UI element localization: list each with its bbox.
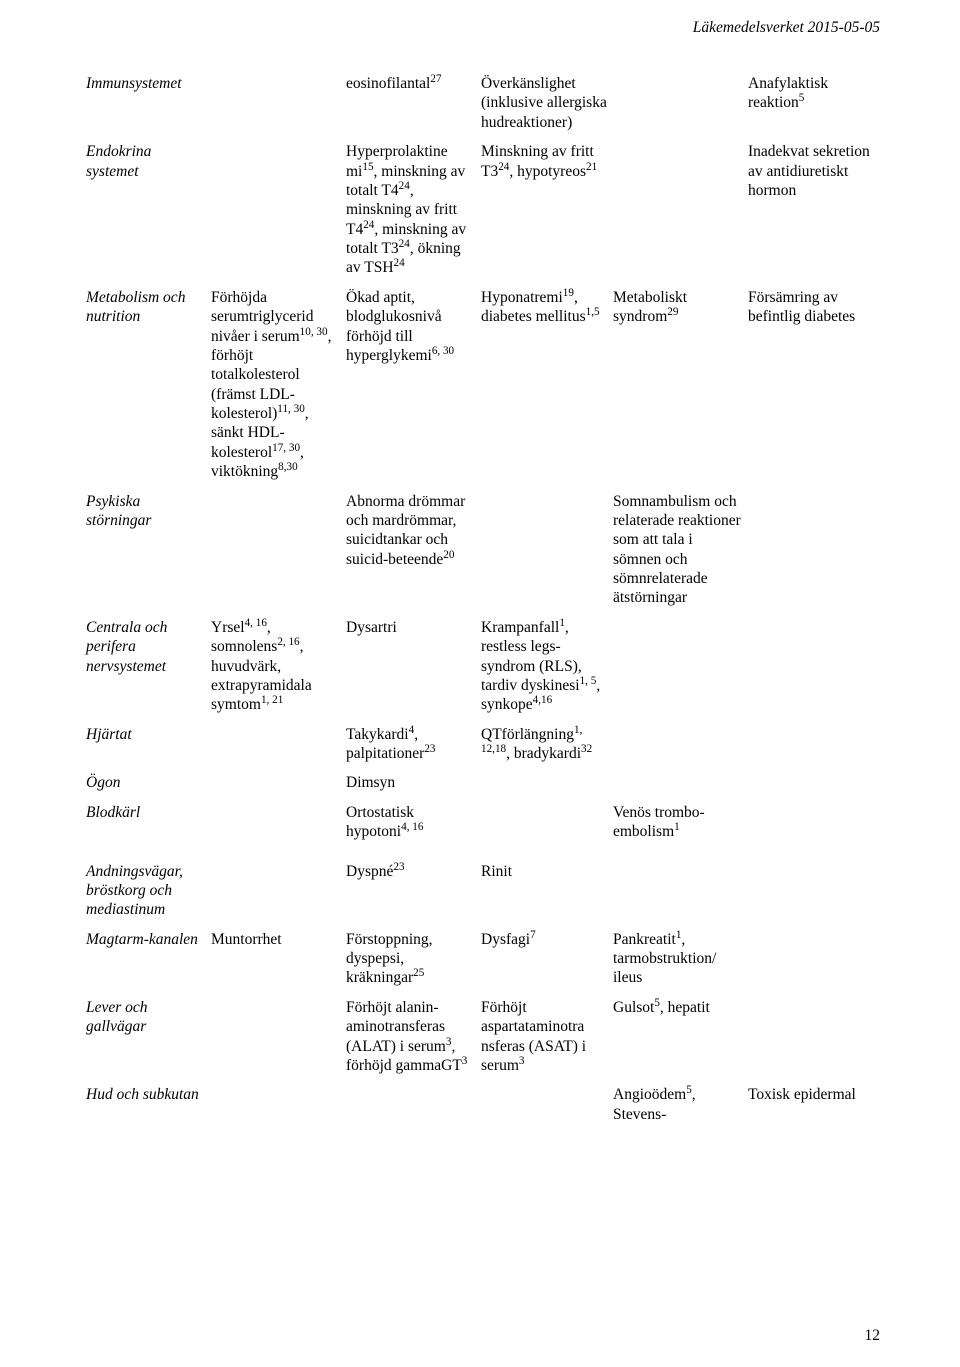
row-label: Centrala och perifera nervsystemet: [86, 618, 211, 725]
table-cell: [211, 862, 346, 930]
table-row: Hud och subkutan Angioödem5, Stevens-Toxi…: [86, 1085, 880, 1134]
table-cell: eosinofilantal27: [346, 74, 481, 142]
table-cell: Dyspné23: [346, 862, 481, 930]
table-gap-row: [86, 852, 880, 862]
row-label: Endokrina systemet: [86, 142, 211, 288]
row-label: Lever och gallvägar: [86, 998, 211, 1086]
table-cell: [748, 862, 880, 930]
table-cell: Krampanfall1, restless legs-syndrom (RLS…: [481, 618, 613, 725]
table-cell: Hyperprolaktine mi15, minskning av total…: [346, 142, 481, 288]
table-cell: Dimsyn: [346, 773, 481, 802]
row-label: Andningsvägar, bröstkorg och mediastinum: [86, 862, 211, 930]
table-cell: Överkänslighet (inklusive allergiska hud…: [481, 74, 613, 142]
row-label: Metabolism och nutrition: [86, 288, 211, 492]
table-row: Andningsvägar, bröstkorg och mediastinum…: [86, 862, 880, 930]
table-row: Immunsystemet eosinofilantal27Överkänslig…: [86, 74, 880, 142]
table-cell: Somnambulism och relaterade reaktioner s…: [613, 492, 748, 618]
table-cell: [481, 492, 613, 618]
table-cell: Hyponatremi19, diabetes mellitus1,5: [481, 288, 613, 492]
table-cell: Förhöjda serumtriglycerid nivåer i serum…: [211, 288, 346, 492]
adverse-events-table: Immunsystemet eosinofilantal27Överkänslig…: [86, 74, 880, 1134]
table-row: Ögon Dimsyn: [86, 773, 880, 802]
row-label: Ögon: [86, 773, 211, 802]
table-cell: [211, 492, 346, 618]
table-cell: [748, 773, 880, 802]
table-cell: Pankreatit1, tarmobstruktion/ ileus: [613, 930, 748, 998]
table-cell: Yrsel4, 16, somnolens2, 16, huvudvärk, e…: [211, 618, 346, 725]
table-cell: [748, 492, 880, 618]
table-row: Magtarm-kanalenMuntorrhetFörstoppning, d…: [86, 930, 880, 998]
table-cell: [481, 1085, 613, 1134]
table-cell: [211, 803, 346, 852]
page-number: 12: [865, 1326, 881, 1345]
table-cell: Inadekvat sekretion av antidiuretiskt ho…: [748, 142, 880, 288]
table-cell: [613, 862, 748, 930]
table-cell: [211, 998, 346, 1086]
table-cell: [613, 142, 748, 288]
table-cell: [211, 725, 346, 774]
table-cell: [613, 74, 748, 142]
table-cell: [748, 998, 880, 1086]
table-cell: [211, 142, 346, 288]
table-cell: Ortostatisk hypotoni4, 16: [346, 803, 481, 852]
table-cell: Abnorma drömmar och mardrömmar, suicidta…: [346, 492, 481, 618]
table-cell: [211, 74, 346, 142]
table: Immunsystemet eosinofilantal27Överkänslig…: [86, 74, 880, 1134]
table-cell: [346, 1085, 481, 1134]
table-cell: [613, 725, 748, 774]
header-text: Läkemedelsverket 2015-05-05: [693, 18, 880, 37]
table-cell: Minskning av fritt T324, hypotyreos21: [481, 142, 613, 288]
page: Läkemedelsverket 2015-05-05 Immunsysteme…: [0, 0, 960, 1367]
table-cell: Muntorrhet: [211, 930, 346, 998]
table-cell: Takykardi4, palpitationer23: [346, 725, 481, 774]
table-cell: [613, 618, 748, 725]
table-cell: Ökad aptit, blodglukosnivå förhöjd till …: [346, 288, 481, 492]
table-cell: Anafylaktisk reaktion5: [748, 74, 880, 142]
row-label: Hjärtat: [86, 725, 211, 774]
row-label: Psykiska störningar: [86, 492, 211, 618]
table-cell: [748, 930, 880, 998]
table-cell: Förhöjt aspartataminotra nsferas (ASAT) …: [481, 998, 613, 1086]
row-label: Immunsystemet: [86, 74, 211, 142]
table-cell: Förhöjt alanin-aminotransferas (ALAT) i …: [346, 998, 481, 1086]
table-cell: [748, 803, 880, 852]
table-cell: [748, 618, 880, 725]
table-cell: Metaboliskt syndrom29: [613, 288, 748, 492]
table-cell: QTförlängning1, 12,18, bradykardi32: [481, 725, 613, 774]
row-label: Magtarm-kanalen: [86, 930, 211, 998]
table-row: Hjärtat Takykardi4, palpitationer23QTförl…: [86, 725, 880, 774]
table-cell: Toxisk epidermal: [748, 1085, 880, 1134]
table-row: Psykiska störningar Abnorma drömmar och m…: [86, 492, 880, 618]
table-cell: [481, 773, 613, 802]
table-row: Centrala och perifera nervsystemetYrsel4…: [86, 618, 880, 725]
table-row: Blodkärl Ortostatisk hypotoni4, 16 Venös t…: [86, 803, 880, 852]
table-row: Metabolism och nutritionFörhöjda serumtr…: [86, 288, 880, 492]
table-cell: Rinit: [481, 862, 613, 930]
table-cell: [481, 803, 613, 852]
table-row: Lever och gallvägar Förhöjt alanin-aminot…: [86, 998, 880, 1086]
table-cell: Försämring av befintlig diabetes: [748, 288, 880, 492]
row-label: Hud och subkutan: [86, 1085, 211, 1134]
table-cell: [748, 725, 880, 774]
table-cell: Venös trombo-embolism1: [613, 803, 748, 852]
table-cell: [211, 773, 346, 802]
table-cell: [613, 773, 748, 802]
table-cell: [211, 1085, 346, 1134]
table-cell: Dysartri: [346, 618, 481, 725]
row-label: Blodkärl: [86, 803, 211, 852]
table-cell: Gulsot5, hepatit: [613, 998, 748, 1086]
table-cell: Angioödem5, Stevens-: [613, 1085, 748, 1134]
table-cell: Dysfagi7: [481, 930, 613, 998]
table-row: Endokrina systemet Hyperprolaktine mi15, …: [86, 142, 880, 288]
table-cell: Förstoppning, dyspepsi, kräkningar25: [346, 930, 481, 998]
